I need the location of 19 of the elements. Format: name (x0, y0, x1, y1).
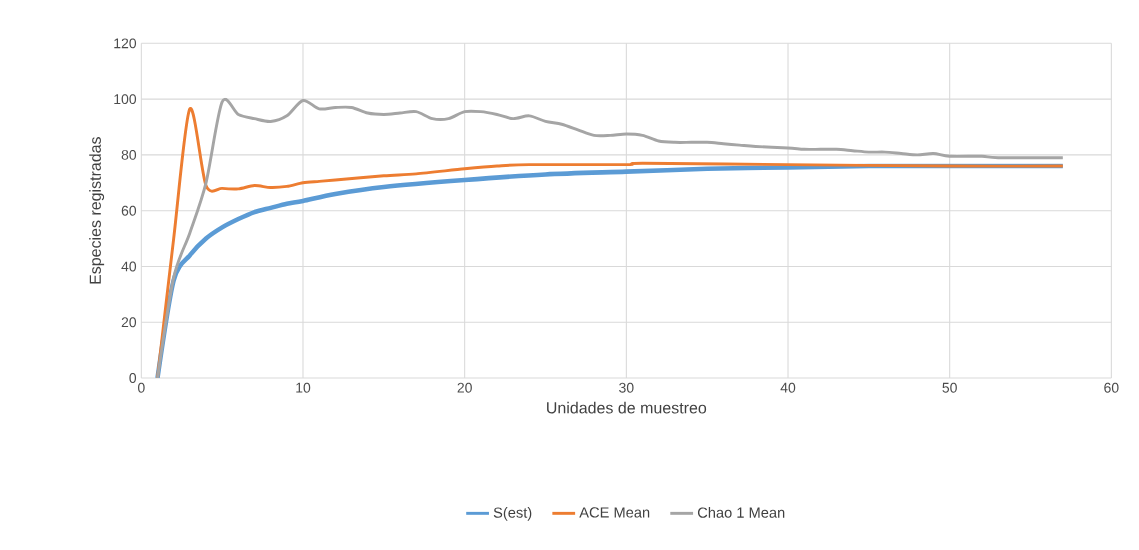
x-tick-label: 50 (942, 382, 957, 393)
x-tick-label: 40 (780, 382, 796, 393)
y-tick-label: 20 (121, 317, 137, 328)
x-axis-title: Unidades de muestreo (547, 401, 707, 414)
y-tick-label: 80 (121, 149, 137, 160)
y-tick-label: 0 (129, 373, 137, 383)
x-tick-label: 30 (619, 382, 634, 393)
y-tick-label: 60 (121, 205, 137, 216)
legend-label: ACE Mean (579, 507, 650, 518)
legend-label: Chao 1 Mean (697, 507, 785, 518)
x-tick-label: 60 (1104, 382, 1119, 393)
x-tick-label: 20 (457, 382, 472, 393)
y-tick-label: 120 (114, 38, 137, 49)
y-tick-label: 100 (114, 94, 137, 105)
x-tick-label: 10 (296, 382, 311, 393)
legend-label: S(est) (493, 507, 532, 521)
x-tick-label: 0 (137, 382, 145, 393)
y-axis-title: Especies registradas (89, 137, 105, 284)
y-tick-label: 40 (121, 261, 137, 272)
